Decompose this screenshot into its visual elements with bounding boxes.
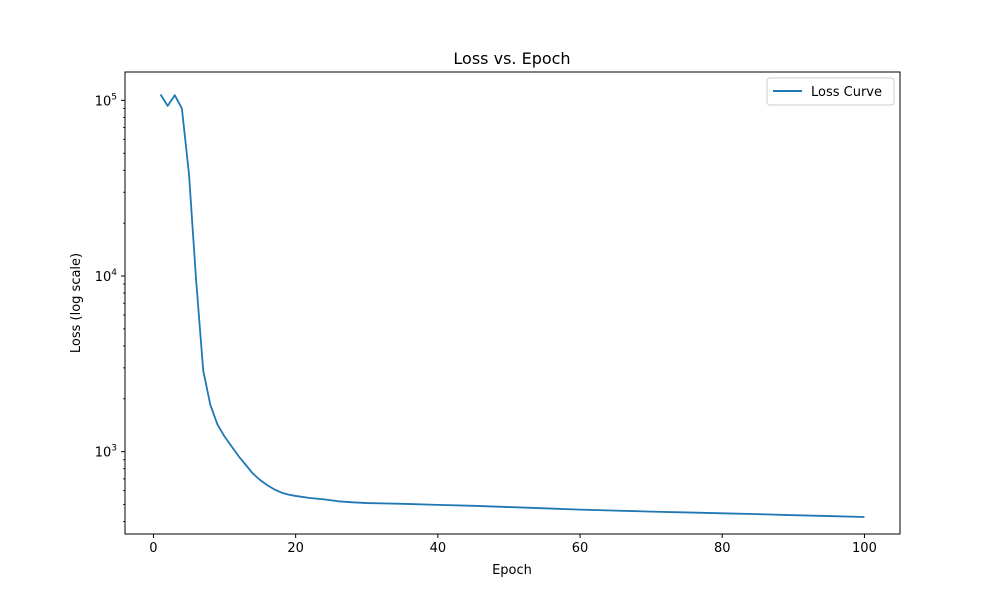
- legend: Loss Curve: [766, 77, 895, 106]
- x-tick-label: 0: [149, 541, 157, 556]
- series-line: [159, 94, 865, 518]
- x-tick-label: 100: [852, 541, 877, 556]
- y-tick-label: 105: [95, 92, 117, 109]
- x-tick-label: 60: [572, 541, 589, 556]
- chart-title: Loss vs. Epoch: [453, 49, 570, 68]
- x-tick-label: 80: [714, 541, 731, 556]
- x-tick-label: 20: [287, 541, 304, 556]
- y-tick-label: 103: [95, 444, 117, 461]
- x-axis-label: Epoch: [492, 563, 532, 578]
- y-axis: 105 104 103: [95, 92, 125, 523]
- plot-area: [124, 71, 901, 535]
- y-tick-label: 104: [95, 268, 118, 285]
- series-layer: [159, 94, 865, 518]
- x-tick-label: 40: [430, 541, 447, 556]
- legend-box: [766, 77, 895, 106]
- y-axis-label: Loss (log scale): [69, 253, 84, 353]
- legend-label: Loss Curve: [811, 85, 882, 100]
- x-axis: 0 20 40 60 80 100: [149, 534, 877, 556]
